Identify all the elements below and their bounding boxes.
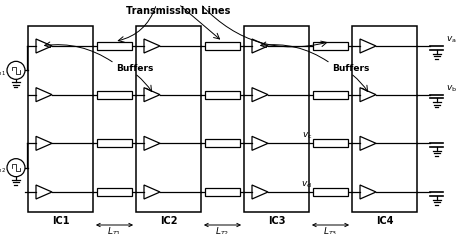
Bar (97, 42, 132, 50)
Text: $v_{in1}$: $v_{in1}$ (0, 67, 6, 78)
Text: $v_{\rm d}$: $v_{\rm d}$ (301, 179, 312, 190)
Bar (313, 42, 348, 50)
Bar (313, 188, 348, 196)
Bar (352, 26, 417, 212)
Text: IC4: IC4 (376, 216, 393, 226)
Text: Buffers: Buffers (332, 64, 370, 73)
Bar (97, 188, 132, 196)
Bar (97, 91, 132, 99)
Text: $L_{T2}$: $L_{T2}$ (215, 226, 229, 234)
Circle shape (7, 159, 25, 177)
Bar (244, 26, 309, 212)
Text: $L_{T1}$: $L_{T1}$ (107, 226, 122, 234)
Bar (28, 26, 93, 212)
Text: Transmission Lines: Transmission Lines (126, 6, 231, 16)
Bar (136, 26, 201, 212)
Bar (205, 91, 240, 99)
Text: $L_{T3}$: $L_{T3}$ (323, 226, 337, 234)
Circle shape (7, 61, 25, 79)
Bar (205, 188, 240, 196)
Text: Buffers: Buffers (117, 64, 154, 73)
Text: $v_{\rm b}$: $v_{\rm b}$ (447, 83, 457, 94)
Text: $v_{\rm c}$: $v_{\rm c}$ (301, 131, 312, 141)
Bar (97, 139, 132, 147)
Text: IC2: IC2 (160, 216, 177, 226)
Bar (205, 42, 240, 50)
Bar (313, 91, 348, 99)
Bar (313, 139, 348, 147)
Text: $v_{\rm a}$: $v_{\rm a}$ (447, 34, 457, 45)
Text: IC3: IC3 (268, 216, 285, 226)
Bar (205, 139, 240, 147)
Text: IC1: IC1 (52, 216, 69, 226)
Text: $v_{in2}$: $v_{in2}$ (0, 165, 6, 175)
